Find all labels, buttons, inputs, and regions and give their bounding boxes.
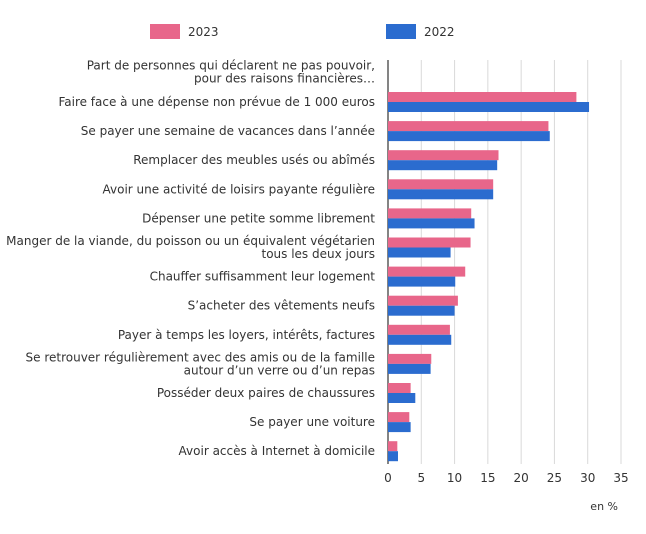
bars bbox=[388, 92, 590, 462]
bar-2022 bbox=[388, 189, 494, 200]
category-labels: Part de personnes qui déclarent ne pas p… bbox=[6, 59, 375, 459]
legend-label-2023: 2023 bbox=[188, 25, 219, 39]
category-label: Faire face à une dépense non prévue de 1… bbox=[58, 95, 375, 109]
category-label: Avoir accès à Internet à domicile bbox=[179, 444, 375, 458]
bar-2022 bbox=[388, 247, 451, 258]
legend-swatch-2022 bbox=[386, 24, 416, 39]
category-label: Avoir une activité de loisirs payante ré… bbox=[103, 182, 376, 196]
bar-2022 bbox=[388, 218, 475, 229]
bar-2023 bbox=[388, 295, 458, 306]
category-label: Posséder deux paires de chaussures bbox=[157, 386, 375, 400]
x-tick-label: 0 bbox=[384, 471, 392, 485]
header-label: Part de personnes qui déclarent ne pas p… bbox=[87, 59, 375, 86]
bar-2022 bbox=[388, 131, 550, 142]
bar-2023 bbox=[388, 383, 411, 393]
bar-2023 bbox=[388, 150, 499, 161]
bar-2023 bbox=[388, 237, 471, 248]
bar-2022 bbox=[388, 363, 431, 374]
category-label: Se payer une semaine de vacances dans l’… bbox=[81, 124, 375, 138]
bar-2023 bbox=[388, 92, 577, 102]
bar-2023 bbox=[388, 179, 494, 190]
x-tick-label: 20 bbox=[514, 471, 529, 485]
bar-2023 bbox=[388, 266, 466, 277]
category-label: Payer à temps les loyers, intérêts, fact… bbox=[118, 328, 375, 342]
bar-2022 bbox=[388, 276, 456, 287]
bar-2023 bbox=[388, 121, 549, 132]
bar-2022 bbox=[388, 160, 498, 171]
category-label: Remplacer des meubles usés ou abîmés bbox=[133, 153, 375, 167]
category-label: Manger de la viande, du poisson ou un éq… bbox=[6, 234, 375, 261]
bar-2023 bbox=[388, 412, 410, 423]
bar-2022 bbox=[388, 334, 452, 345]
unit-label: en % bbox=[590, 500, 618, 513]
grid bbox=[387, 60, 622, 464]
bar-2022 bbox=[388, 305, 455, 316]
x-tick-label: 30 bbox=[580, 471, 595, 485]
category-label: S’acheter des vêtements neufs bbox=[188, 299, 375, 313]
x-tick-label: 25 bbox=[547, 471, 562, 485]
x-tick-label: 35 bbox=[613, 471, 628, 485]
bar-2023 bbox=[388, 324, 450, 335]
bar-2023 bbox=[388, 208, 472, 219]
x-tick-label: 10 bbox=[447, 471, 462, 485]
x-tick-label: 15 bbox=[480, 471, 495, 485]
bar-2022 bbox=[388, 422, 411, 433]
bar-2022 bbox=[388, 102, 590, 112]
bar-2022 bbox=[388, 393, 416, 403]
x-tick-label: 5 bbox=[417, 471, 425, 485]
bar-2022 bbox=[388, 451, 398, 462]
legend-swatch-2023 bbox=[150, 24, 180, 39]
x-axis: 0 5 10 15 20 25 30 35 bbox=[384, 471, 628, 485]
category-label: Se retrouver régulièrement avec des amis… bbox=[26, 350, 376, 377]
category-label: Dépenser une petite somme librement bbox=[142, 211, 375, 225]
category-label: Chauffer suffisamment leur logement bbox=[150, 270, 376, 284]
legend-label-2022: 2022 bbox=[424, 25, 455, 39]
bar-2023 bbox=[388, 441, 398, 452]
category-label: Se payer une voiture bbox=[249, 415, 375, 429]
legend: 2023 2022 bbox=[150, 24, 455, 39]
bar-2023 bbox=[388, 353, 432, 364]
